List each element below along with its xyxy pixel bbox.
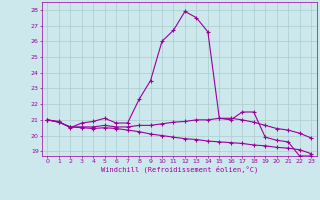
X-axis label: Windchill (Refroidissement éolien,°C): Windchill (Refroidissement éolien,°C) bbox=[100, 165, 258, 173]
